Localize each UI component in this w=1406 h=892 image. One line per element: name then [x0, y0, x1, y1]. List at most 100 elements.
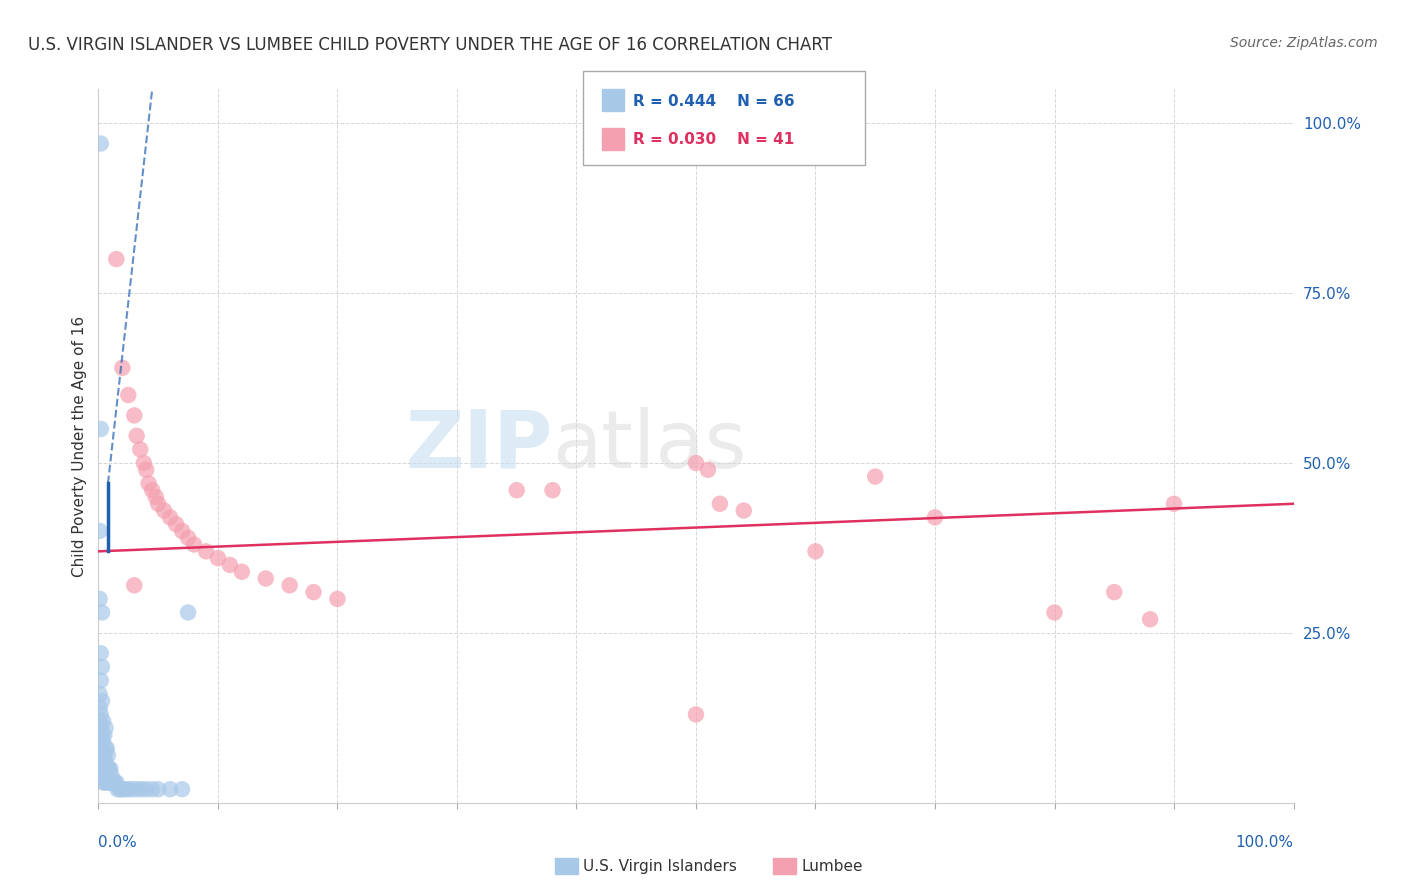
Point	[91, 728, 114, 742]
Point	[148, 782, 170, 797]
Point	[89, 700, 111, 714]
Point	[254, 572, 277, 586]
Point	[105, 252, 128, 266]
Point	[1043, 606, 1066, 620]
Point	[89, 741, 111, 756]
Point	[91, 762, 114, 776]
Point	[103, 775, 125, 789]
Point	[121, 782, 143, 797]
Point	[90, 734, 112, 748]
Point	[1163, 497, 1185, 511]
Point	[177, 606, 200, 620]
Point	[89, 591, 111, 606]
Point	[91, 734, 114, 748]
Point	[91, 714, 114, 729]
Point	[1139, 612, 1161, 626]
Point	[1104, 585, 1126, 599]
Point	[733, 503, 755, 517]
Point	[111, 782, 134, 797]
Point	[94, 741, 117, 756]
Point	[91, 755, 114, 769]
Point	[89, 687, 111, 701]
Point	[101, 775, 124, 789]
Point	[117, 782, 139, 797]
Point	[326, 591, 349, 606]
Point	[107, 782, 129, 797]
Point	[108, 782, 131, 797]
Point	[93, 748, 115, 763]
Text: ZIP: ZIP	[405, 407, 553, 485]
Point	[90, 136, 112, 151]
Point	[89, 728, 111, 742]
Text: U.S. VIRGIN ISLANDER VS LUMBEE CHILD POVERTY UNDER THE AGE OF 16 CORRELATION CHA: U.S. VIRGIN ISLANDER VS LUMBEE CHILD POV…	[28, 36, 832, 54]
Point	[231, 565, 253, 579]
Point	[91, 775, 114, 789]
Point	[89, 714, 111, 729]
Point	[100, 775, 122, 789]
Point	[506, 483, 529, 498]
Point	[135, 463, 157, 477]
Point	[685, 707, 707, 722]
Text: U.S. Virgin Islanders: U.S. Virgin Islanders	[583, 859, 737, 873]
Point	[105, 775, 128, 789]
Point	[709, 497, 731, 511]
Point	[865, 469, 887, 483]
Point	[183, 537, 205, 551]
Point	[100, 769, 122, 783]
Point	[132, 456, 155, 470]
Point	[177, 531, 200, 545]
Point	[94, 721, 117, 735]
Point	[541, 483, 564, 498]
Point	[98, 762, 121, 776]
Text: R = 0.030    N = 41: R = 0.030 N = 41	[633, 132, 794, 147]
Point	[924, 510, 946, 524]
Point	[90, 646, 112, 660]
Point	[90, 762, 112, 776]
Point	[141, 483, 163, 498]
Point	[94, 755, 117, 769]
Point	[219, 558, 242, 572]
Point	[141, 782, 163, 797]
Point	[89, 524, 111, 538]
Point	[91, 660, 114, 674]
Point	[165, 517, 187, 532]
Point	[172, 782, 194, 797]
Point	[159, 782, 181, 797]
Point	[117, 388, 139, 402]
Point	[125, 782, 148, 797]
Point	[96, 762, 118, 776]
Point	[124, 409, 146, 423]
Point	[804, 544, 827, 558]
Point	[302, 585, 325, 599]
Point	[104, 775, 127, 789]
Point	[98, 762, 122, 776]
Point	[278, 578, 301, 592]
Point	[125, 429, 148, 443]
Point	[98, 775, 121, 789]
Point	[129, 442, 152, 457]
Point	[90, 422, 112, 436]
Point	[94, 769, 117, 783]
Point	[96, 741, 118, 756]
Point	[145, 490, 167, 504]
Point	[159, 510, 181, 524]
Point	[91, 694, 114, 708]
Y-axis label: Child Poverty Under the Age of 16: Child Poverty Under the Age of 16	[72, 316, 87, 576]
Text: 0.0%: 0.0%	[98, 836, 138, 850]
Point	[111, 360, 134, 375]
Point	[90, 707, 112, 722]
Point	[90, 721, 112, 735]
Point	[697, 463, 720, 477]
Point	[91, 741, 114, 756]
Point	[135, 782, 157, 797]
Point	[97, 775, 120, 789]
Text: 100.0%: 100.0%	[1236, 836, 1294, 850]
Point	[138, 476, 160, 491]
Point	[114, 782, 136, 797]
Text: Lumbee: Lumbee	[801, 859, 863, 873]
Point	[207, 551, 229, 566]
Point	[93, 775, 115, 789]
Point	[90, 673, 112, 688]
Point	[131, 782, 153, 797]
Point	[97, 748, 120, 763]
